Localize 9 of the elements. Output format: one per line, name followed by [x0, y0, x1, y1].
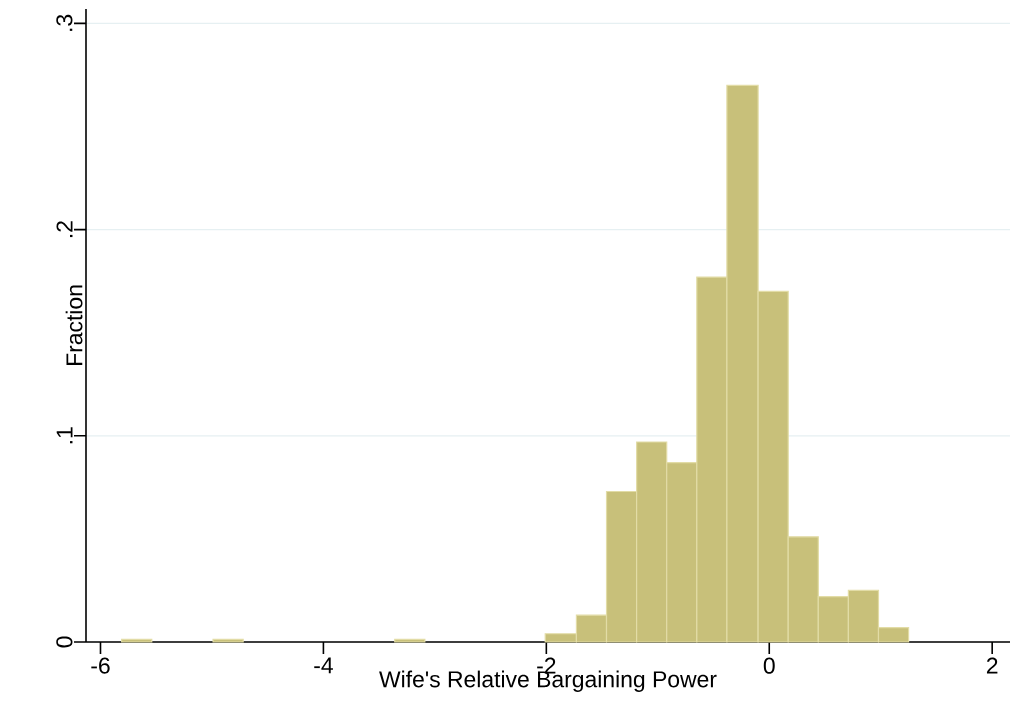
x-tick-label: -6 — [91, 657, 110, 674]
y-axis-title: Fraction — [65, 285, 83, 366]
x-tick-label: -4 — [314, 657, 333, 674]
y-tick-label: .2 — [56, 221, 73, 238]
x-tick-label: 2 — [986, 657, 998, 674]
y-tick-label: 0 — [56, 636, 73, 648]
y-tick-label: .3 — [56, 14, 73, 31]
x-tick-label: 0 — [763, 657, 775, 674]
y-tick-label: .1 — [56, 427, 73, 444]
